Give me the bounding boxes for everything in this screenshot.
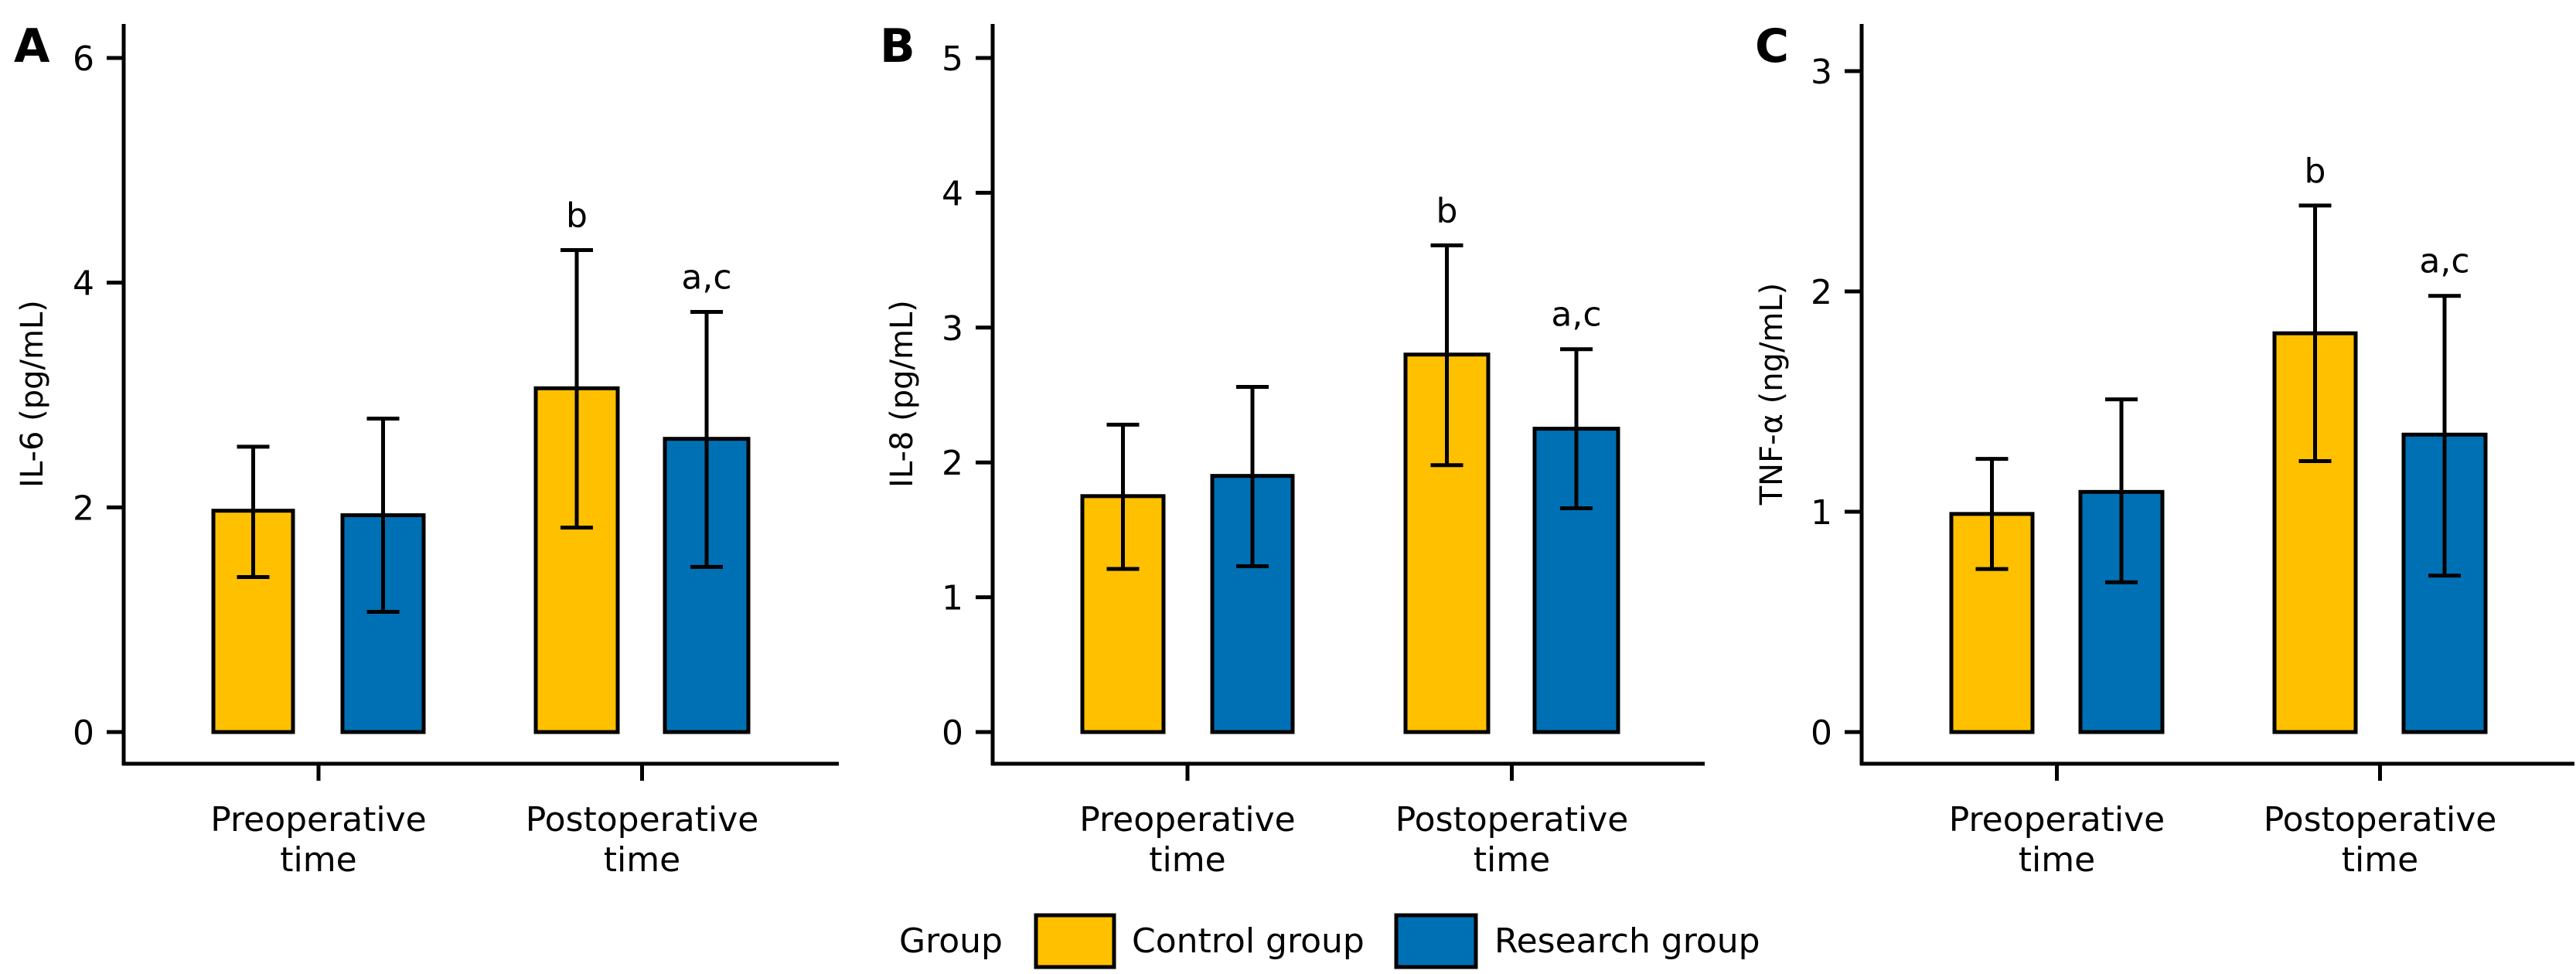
legend: Group Control group Research group: [899, 913, 1760, 969]
bar-research: [340, 513, 426, 734]
y-tick-label: 4: [73, 264, 94, 304]
legend-swatch-research: [1394, 913, 1478, 969]
x-tick-label: Postoperative: [2264, 800, 2497, 839]
y-tick-label: 1: [942, 579, 963, 618]
significance-label: b: [1436, 191, 1458, 230]
y-tick-label: 3: [1811, 53, 1832, 92]
panel-letter: A: [14, 19, 50, 73]
significance-label: a,c: [681, 257, 731, 297]
x-tick-label: time: [2019, 840, 2095, 880]
y-tick-label: 0: [942, 713, 963, 753]
legend-label-control: Control group: [1132, 921, 1365, 961]
y-tick-label: 0: [73, 713, 94, 753]
y-tick-label: 0: [1811, 713, 1832, 753]
x-tick-label: time: [604, 840, 680, 880]
significance-label: b: [2305, 152, 2326, 191]
y-axis-title: TNF-α (ng/mL): [1754, 283, 1790, 506]
y-tick-label: 3: [942, 309, 963, 349]
bar-research: [2401, 432, 2488, 734]
legend-swatch-control: [1034, 913, 1116, 969]
significance-label: b: [566, 196, 588, 236]
x-tick-label: Preoperative: [1079, 800, 1296, 839]
x-tick-label: time: [280, 840, 356, 880]
x-tick-label: time: [1149, 840, 1225, 880]
y-tick-label: 4: [942, 174, 963, 213]
x-tick-label: Preoperative: [210, 800, 427, 839]
significance-label: a,c: [1551, 295, 1601, 335]
legend-title: Group: [899, 921, 1003, 961]
significance-label: a,c: [2419, 242, 2469, 281]
panel-letter: C: [1755, 19, 1789, 73]
y-axis-title: IL-6 (pg/mL): [15, 300, 50, 488]
x-tick-label: time: [1474, 840, 1550, 880]
y-tick-label: 5: [942, 39, 963, 79]
y-axis-title: IL-8 (pg/mL): [884, 300, 920, 488]
x-tick-label: Preoperative: [1949, 800, 2165, 839]
bar-research: [1532, 427, 1620, 734]
y-tick-label: 6: [73, 39, 94, 79]
x-tick-label: Postoperative: [1395, 800, 1629, 839]
x-tick-label: Postoperative: [526, 800, 759, 839]
panel-letter: B: [880, 19, 915, 73]
legend-label-research: Research group: [1494, 921, 1760, 961]
y-tick-label: 1: [1811, 493, 1832, 533]
y-tick-label: 2: [942, 444, 963, 483]
x-tick-label: time: [2342, 840, 2418, 880]
y-tick-label: 2: [1811, 273, 1832, 312]
y-tick-label: 2: [73, 489, 94, 528]
